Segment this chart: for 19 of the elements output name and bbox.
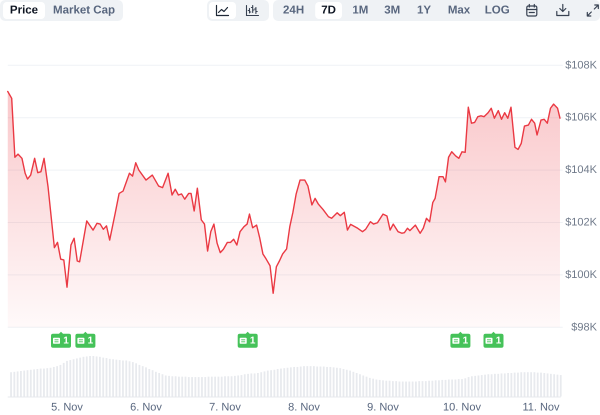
x-tick-label: 6. Nov: [130, 402, 162, 414]
text: 1: [63, 335, 70, 346]
toolbar: Price Market Cap 24H 7D 1M 3M 1Y Max LOG: [0, 0, 600, 21]
y-tick-label: $98K: [571, 321, 598, 334]
x-tick-label: 5. Nov: [51, 402, 84, 414]
text: 1: [496, 335, 502, 346]
text: 1: [88, 335, 94, 346]
text: 1: [250, 335, 256, 346]
y-tick-label: $102K: [565, 216, 598, 228]
x-tick-label: 9. Nov: [367, 402, 400, 414]
y-tick-label: $106K: [565, 112, 598, 124]
x-tick-label: 7. Nov: [209, 402, 242, 414]
y-tick-label: $104K: [565, 164, 598, 176]
x-tick-label: 8. Nov: [288, 402, 320, 414]
x-tick-label: 10. Nov: [443, 402, 482, 414]
y-tick-label: $108K: [565, 59, 598, 72]
y-tick-label: $100K: [565, 268, 598, 281]
x-tick-label: 11. Nov: [522, 402, 560, 414]
text: 1: [462, 335, 469, 346]
